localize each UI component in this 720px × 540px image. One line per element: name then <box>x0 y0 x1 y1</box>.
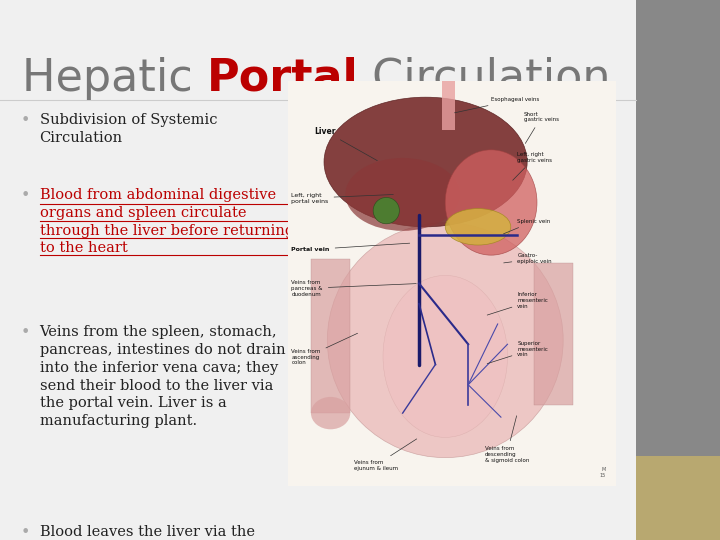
Text: Veins from
pancreas &
duodenum: Veins from pancreas & duodenum <box>292 280 416 296</box>
Ellipse shape <box>445 208 510 245</box>
Text: Veins from the spleen, stomach,
pancreas, intestines do not drain
into the infer: Veins from the spleen, stomach, pancreas… <box>40 325 285 428</box>
Text: Short
gastric veins: Short gastric veins <box>524 112 559 144</box>
Ellipse shape <box>445 150 537 255</box>
Bar <box>636 0 720 540</box>
Text: Blood from abdominal digestive
organs and spleen circulate
through the liver bef: Blood from abdominal digestive organs an… <box>40 188 294 255</box>
Bar <box>534 263 573 405</box>
Ellipse shape <box>383 275 508 437</box>
Text: •: • <box>20 525 30 540</box>
Text: Portal vein: Portal vein <box>292 243 410 252</box>
Text: Esophageal veins: Esophageal veins <box>454 97 539 113</box>
Text: Subdivision of Systemic
Circulation: Subdivision of Systemic Circulation <box>40 113 217 145</box>
Text: Gastro-
epiploic vein: Gastro- epiploic vein <box>504 253 552 264</box>
Text: Left, right
gastric veins: Left, right gastric veins <box>513 152 552 180</box>
Ellipse shape <box>311 397 350 429</box>
Text: M
15: M 15 <box>600 467 606 478</box>
Bar <box>311 259 350 413</box>
Ellipse shape <box>346 158 460 231</box>
Text: Inferior
mesenteric
vein: Inferior mesenteric vein <box>487 292 548 315</box>
Text: Veins from
ascending
colon: Veins from ascending colon <box>292 333 358 366</box>
Text: Liver: Liver <box>314 127 377 160</box>
Ellipse shape <box>324 97 527 227</box>
Text: •: • <box>20 188 30 203</box>
Bar <box>442 81 455 130</box>
Text: Circulation: Circulation <box>359 57 611 100</box>
Text: Hepatic: Hepatic <box>22 57 207 100</box>
Text: Splenic vein: Splenic vein <box>503 219 551 234</box>
Ellipse shape <box>328 222 563 458</box>
Text: Veins from
ejunum & ileum: Veins from ejunum & ileum <box>354 439 417 471</box>
Text: Portal: Portal <box>207 57 359 100</box>
Text: Superior
mesenteric
vein: Superior mesenteric vein <box>487 341 548 363</box>
Bar <box>636 456 720 540</box>
Text: Veins from
descending
& sigmoid colon: Veins from descending & sigmoid colon <box>485 416 529 463</box>
Text: Blood leaves the liver via the
hepatic vein and then empties
into the inferior v: Blood leaves the liver via the hepatic v… <box>40 525 290 540</box>
Text: •: • <box>20 325 30 340</box>
Text: •: • <box>20 113 30 129</box>
Text: Left, right
portal veins: Left, right portal veins <box>292 193 393 204</box>
Ellipse shape <box>373 198 400 224</box>
